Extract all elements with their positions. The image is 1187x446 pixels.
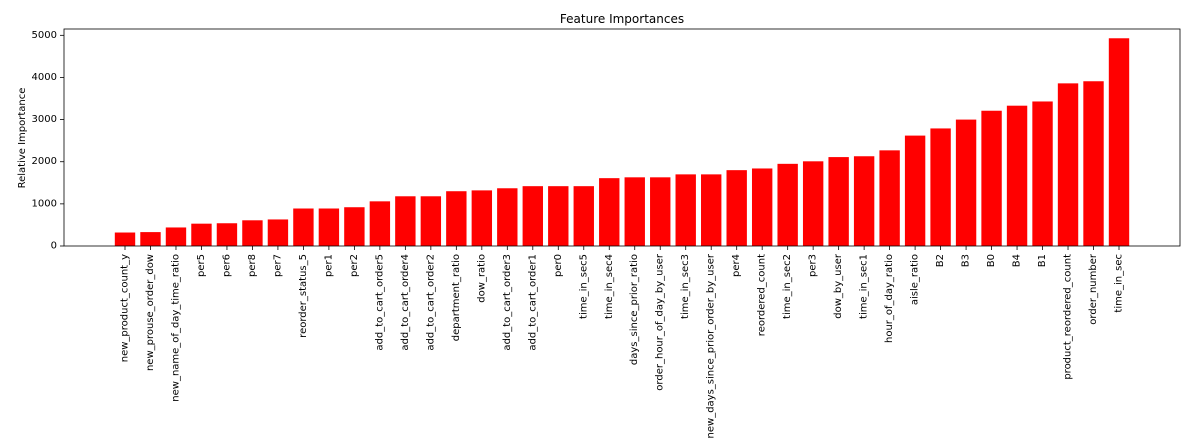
x-tick-label: new_product_count_y [120,254,131,362]
bar [191,223,212,246]
y-tick-label: 3000 [32,114,57,125]
x-tick-label: per8 [247,254,258,277]
bar [293,208,314,246]
bar [1108,38,1130,246]
bar [522,186,543,246]
x-tick-label: time_in_sec [1114,254,1125,313]
x-tick-label: department_ratio [451,254,462,341]
x-tick-label: reordered_count [757,254,768,336]
bar [726,170,747,246]
x-tick-label: days_since_prior_ratio [629,254,640,365]
bar [904,135,926,246]
x-tick-label: new_name_of_day_time_ratio [170,254,181,402]
x-tick-label: per1 [323,254,334,277]
bar [1032,101,1053,246]
bar [548,186,569,246]
bar [140,232,161,246]
bar [650,177,671,246]
x-tick-label: time_in_sec4 [604,254,615,319]
bar [497,188,518,246]
bar [114,232,136,246]
bar [267,219,289,246]
y-axis-ticks: 0 1000 2000 3000 4000 5000 [32,30,64,252]
x-tick-label: time_in_sec2 [782,254,793,319]
x-axis-ticks: new_product_count_y new_prouse_order_dow n… [120,246,1125,438]
x-tick-label: time_in_sec1 [859,254,870,319]
bar [446,191,467,246]
bar [344,207,365,246]
bar [751,168,773,246]
bar [802,161,824,246]
bar [675,174,696,246]
x-tick-label: dow_by_user [833,253,844,319]
y-tick-label: 2000 [32,156,57,167]
x-tick-label: order_number [1088,253,1099,325]
y-tick-label: 1000 [32,198,57,209]
x-tick-label: B1 [1037,254,1048,267]
bar [1006,105,1028,246]
x-tick-label: new_days_since_prior_order_by_user [706,253,717,438]
y-tick-label: 0 [51,241,57,252]
bar [981,110,1002,247]
bar [216,223,238,246]
x-tick-label: order_hour_of_day_by_user [655,253,666,391]
x-tick-label: new_prouse_order_dow [145,254,156,371]
bar [599,178,620,246]
x-tick-label: reorder_status_5 [298,254,309,338]
bar [828,157,849,246]
x-tick-label: B0 [986,254,997,267]
bars-group [114,38,1130,247]
bar [930,128,951,246]
bar [1057,83,1079,246]
x-tick-label: add_to_cart_order3 [502,254,513,351]
y-axis-label: Relative Importance [17,88,28,189]
x-tick-label: add_to_cart_order4 [400,254,411,351]
bar [242,220,263,246]
x-tick-label: per0 [553,254,564,277]
bar [879,150,900,246]
bar [369,201,391,246]
x-tick-label: add_to_cart_order2 [425,254,436,351]
bar [1083,81,1104,246]
bar [471,190,493,246]
x-tick-label: time_in_sec3 [680,254,691,319]
x-tick-label: hour_of_day_ratio [884,254,895,343]
y-tick-label: 4000 [32,72,57,83]
x-tick-label: per3 [808,254,819,277]
y-tick-label: 5000 [32,30,57,41]
x-tick-label: per6 [221,254,232,277]
bar [318,208,340,246]
bar [955,119,977,246]
bar [624,177,645,246]
bar [853,156,875,246]
x-tick-label: B4 [1012,254,1023,267]
bar [777,163,798,246]
bar [573,186,594,246]
plot-frame [63,28,1181,247]
x-tick-label: product_reordered_count [1063,254,1074,380]
x-tick-label: dow_ratio [476,254,487,303]
bar [701,174,722,246]
x-tick-label: per4 [731,254,742,277]
x-tick-label: B2 [935,254,946,267]
x-tick-label: per7 [272,254,283,277]
chart-title: Feature Importances [560,12,684,26]
x-tick-label: add_to_cart_order5 [374,254,385,351]
x-tick-label: B3 [961,254,972,267]
x-tick-label: per2 [349,254,360,277]
x-tick-label: aisle_ratio [910,254,921,305]
bar [420,196,442,246]
x-tick-label: time_in_sec5 [578,254,589,319]
x-tick-label: add_to_cart_order1 [527,254,538,351]
x-tick-label: per5 [196,254,207,277]
bar [165,227,187,246]
bar [395,196,416,246]
